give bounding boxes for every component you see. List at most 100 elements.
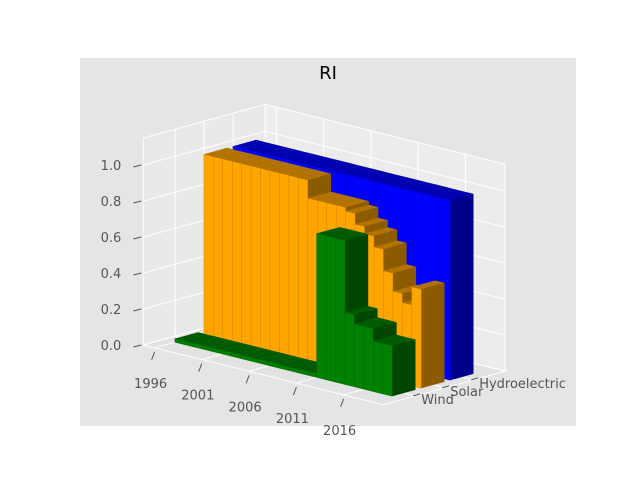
bar-top-face (365, 172, 398, 182)
bar-top-face (270, 149, 304, 158)
bar-top-face (279, 166, 313, 176)
bars-group (174, 139, 474, 397)
bar-front-face (316, 233, 327, 381)
bar-top-face (269, 355, 303, 365)
bar-front-face (288, 175, 299, 358)
bar-top-face (280, 151, 313, 161)
bar-top-face (403, 182, 436, 191)
bar-top-face (327, 163, 361, 173)
y-tick-mark (471, 377, 479, 381)
bar-top-face (288, 360, 321, 370)
bar-top-face (393, 179, 427, 189)
x-tick-mark (151, 351, 156, 360)
z-tick-label: 1.0 (101, 159, 122, 174)
bar-top-face (241, 157, 275, 166)
bar-hydroelectric-2018 (440, 191, 474, 381)
bar-top-face (308, 158, 342, 168)
y-tick-label: Hydroelectric (479, 377, 566, 392)
bar-top-face (317, 194, 350, 203)
bar-top-face (174, 332, 208, 341)
bar-top-face (326, 196, 360, 206)
z-tick-label: 0.4 (101, 267, 122, 282)
bar-top-face (212, 341, 246, 351)
bar-top-face (363, 319, 397, 329)
bar-top-face (354, 317, 388, 327)
bar-top-face (270, 164, 303, 173)
bar-top-face (355, 170, 389, 180)
bar-top-face (384, 177, 417, 187)
bar-top-face (184, 334, 217, 344)
bar-top-face (251, 144, 285, 154)
bar-top-face (355, 217, 388, 227)
z-tick-mark (133, 164, 142, 168)
bar-front-face (213, 156, 224, 340)
x-tick-label: 2011 (276, 412, 309, 427)
bar-side-face (450, 193, 474, 381)
bar-front-face (222, 158, 233, 342)
y-tick-mark (413, 393, 421, 397)
bar-top-face (241, 348, 274, 358)
bar-top-face (373, 334, 406, 344)
bar-top-face (259, 353, 293, 363)
bar-top-face (345, 204, 379, 214)
z-tick-label: 0.8 (101, 195, 122, 210)
bar-top-face (250, 351, 284, 360)
bar-front-face (344, 312, 355, 388)
bar-top-face (336, 198, 369, 208)
bar-top-face (374, 240, 407, 250)
bar-top-face (440, 191, 474, 201)
bar-front-face (279, 172, 290, 356)
bar-top-face (412, 184, 446, 194)
bar-side-face (421, 282, 445, 389)
z-tick-label: 0.0 (101, 339, 122, 354)
x-tick-mark (340, 398, 345, 407)
tick-labels: 0.0 0.2 0.4 0.6 0.8 1.0 1996 2001 2006 2011 2016 Wi… (101, 159, 566, 439)
z-tick-mark (133, 200, 142, 204)
bar-front-face (373, 340, 383, 395)
bar-top-face (251, 159, 284, 169)
bar-top-face (307, 191, 341, 201)
x-tick-mark (292, 386, 297, 396)
bar-top-face (382, 337, 416, 346)
bar-front-face (203, 153, 214, 337)
bar-top-face (278, 358, 312, 367)
x-tick-label: 2016 (323, 424, 356, 439)
z-tick-mark (133, 236, 142, 240)
bar-top-face (203, 339, 236, 348)
bar-top-face (345, 306, 378, 315)
bar-top-face (260, 161, 294, 171)
bar-top-face (213, 150, 246, 159)
bar-top-face (242, 142, 275, 151)
y-tick-label: Solar (450, 385, 484, 400)
bar-front-face (298, 177, 308, 361)
bar-top-face (336, 165, 370, 175)
bar-top-face (222, 343, 255, 353)
bar-top-face (232, 154, 265, 164)
bar-top-face (318, 160, 351, 170)
z-tick-mark (133, 308, 142, 312)
z-tick-label: 0.2 (101, 303, 122, 318)
x-tick-mark (198, 363, 203, 372)
bar-front-face (325, 235, 336, 383)
z-grid-line (143, 130, 506, 192)
bar-top-face (383, 264, 417, 274)
bar-top-face (288, 168, 322, 178)
bar-wind-2018 (382, 337, 416, 397)
bar-top-face (326, 229, 359, 239)
x-tick-mark (245, 375, 250, 384)
bar-top-face (203, 147, 237, 157)
bar-top-face (231, 346, 265, 355)
bar-front-face (260, 168, 271, 351)
bar-front-face (382, 343, 393, 397)
bar-solar-2018 (411, 280, 445, 389)
bar-top-face (222, 152, 256, 162)
bar-top-face (232, 139, 266, 149)
bar-front-face (354, 323, 365, 390)
bar-front-face (269, 170, 280, 354)
z-tick-mark (133, 272, 142, 276)
bar-top-face (364, 227, 398, 237)
bar-top-face (421, 186, 455, 196)
z-tick-label: 0.6 (101, 231, 122, 246)
bar-top-face (316, 227, 350, 236)
